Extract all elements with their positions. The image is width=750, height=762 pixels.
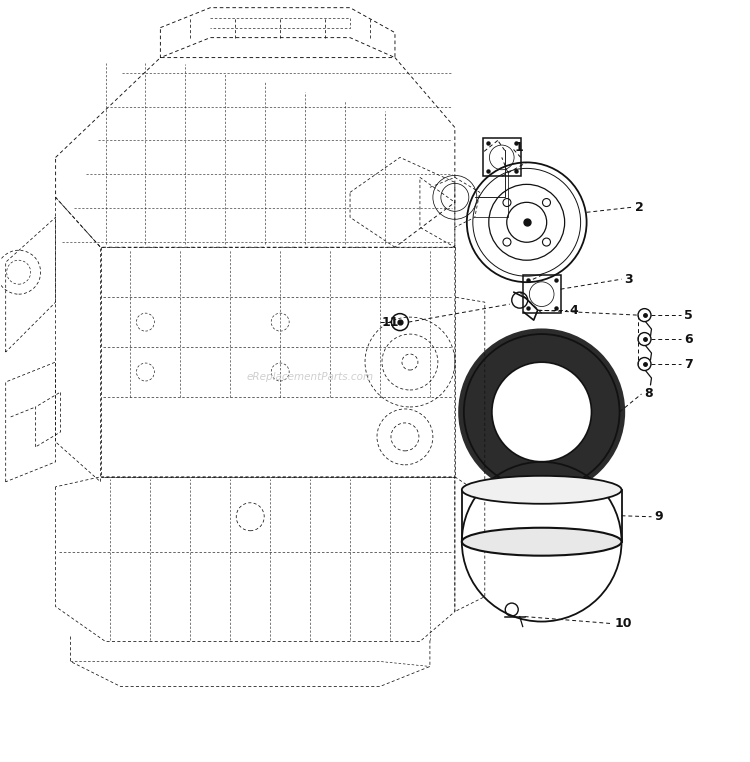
Text: 7: 7 <box>685 357 693 370</box>
Text: 5: 5 <box>685 309 693 322</box>
Ellipse shape <box>462 475 622 504</box>
Text: eReplacementParts.com: eReplacementParts.com <box>247 372 374 382</box>
Text: 11: 11 <box>382 315 400 328</box>
Text: 1: 1 <box>514 141 523 154</box>
Ellipse shape <box>462 528 622 555</box>
Text: 4: 4 <box>570 303 578 317</box>
Text: 9: 9 <box>655 511 663 523</box>
Circle shape <box>493 363 590 461</box>
Text: 8: 8 <box>644 387 653 401</box>
Text: 3: 3 <box>625 273 633 286</box>
Text: 6: 6 <box>685 332 693 346</box>
Text: 2: 2 <box>634 201 644 214</box>
Text: 10: 10 <box>614 617 632 630</box>
